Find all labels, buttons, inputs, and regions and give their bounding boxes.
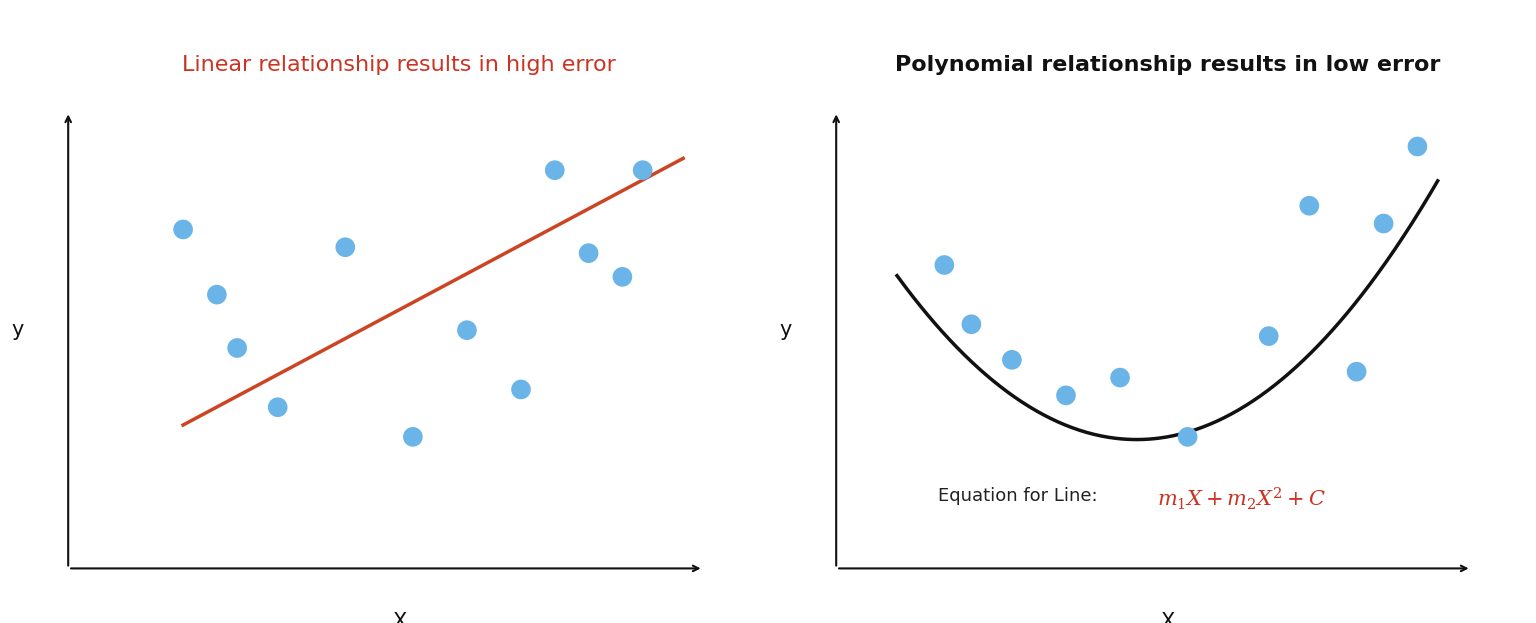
Text: y: y [780,320,793,340]
Point [1054,391,1078,401]
Text: X: X [392,612,407,623]
Point [610,272,634,282]
Point [401,432,425,442]
Point [958,319,983,329]
Point [1256,331,1281,341]
Text: Equation for Line:: Equation for Line: [937,487,1097,505]
Text: X: X [1160,612,1175,623]
Point [1175,432,1200,442]
Point [1405,141,1430,151]
Point [630,165,654,175]
Point [455,325,479,335]
Point [576,248,601,258]
Point [542,165,567,175]
Point [508,384,533,394]
Point [204,290,229,300]
Point [1296,201,1321,211]
Title: Linear relationship results in high error: Linear relationship results in high erro… [183,55,616,75]
Point [266,402,290,412]
Point [224,343,249,353]
Point [932,260,957,270]
Point [333,242,358,252]
Text: $m_1 X + m_2 X^2 + C$: $m_1 X + m_2 X^2 + C$ [1157,486,1326,512]
Point [1000,355,1025,365]
Point [1372,219,1396,229]
Point [1107,373,1132,383]
Point [1344,367,1369,377]
Title: Polynomial relationship results in low error: Polynomial relationship results in low e… [894,55,1441,75]
Text: y: y [12,320,25,340]
Point [170,224,195,234]
